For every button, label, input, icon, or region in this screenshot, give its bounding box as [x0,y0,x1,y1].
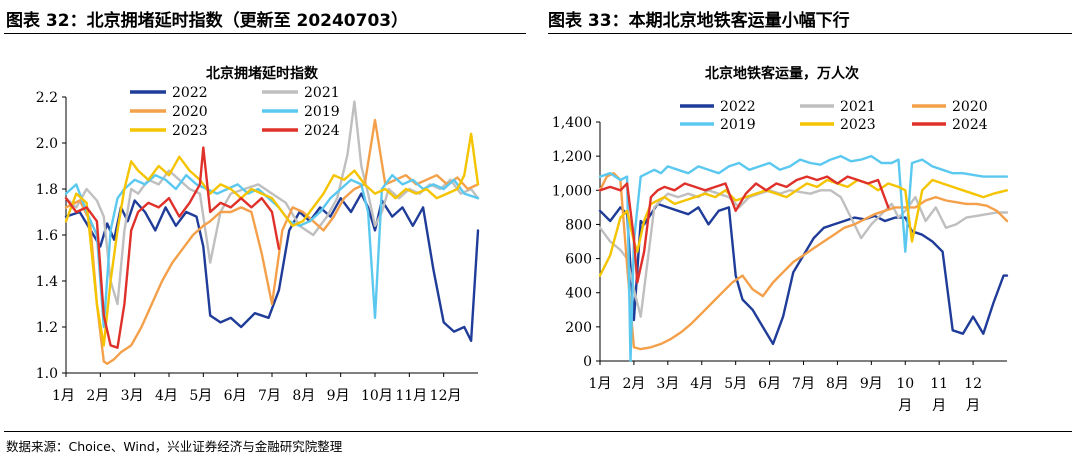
c2-y-tick-label-200: 200 [565,320,592,336]
c1-x-tick-label-11: 11月 [395,388,427,404]
c2-x-tick-label-2: 2月 [622,376,645,392]
c2-legend-label-2019: 2019 [720,117,756,133]
c2-x-tick-label-11: 11 月 [930,376,948,414]
c2-series-line-2024 [598,175,890,284]
c2-legend-label-2020: 2020 [952,99,988,115]
source-note: 数据来源：Choice、Wind，兴业证券经济与金融研究院整理 [6,439,343,454]
c2-x-tick-label-8: 8月 [826,376,849,392]
c1-title: 北京拥堵延时指数 [206,65,319,82]
c2-x-tick-label-4: 4月 [690,376,713,392]
c2-y-tick-label-0: 0 [583,354,592,370]
c2-legend-label-2023: 2023 [840,117,876,133]
c1-x-tick-label-6: 6月 [224,388,247,404]
c1-series-line-2024 [64,146,281,349]
c1-y-tick-label-1-0: 1.0 [36,366,58,382]
right-panel-heading: 图表 33：本期北京地铁客运量小幅下行 [548,11,850,31]
c2-legend-label-2022: 2022 [720,99,756,115]
c1-x-tick-label-9: 9月 [327,388,350,404]
c2-legend-label-2021: 2021 [840,99,876,115]
c2-y-tick-label-400: 400 [565,286,592,302]
c2-x-tick-label-6: 6月 [758,376,781,392]
c1-legend-label-2021: 2021 [304,85,340,101]
c2-series-line-2022 [598,202,1009,346]
c1-x-tick-label-10: 10月 [361,388,393,404]
c2-x-tick-label-12: 12 月 [964,376,982,414]
c1-series-line-2023 [64,132,480,347]
c1-legend-label-2023: 2023 [172,123,208,139]
c1-legend-label-2024: 2024 [304,123,340,139]
c1-x-tick-label-4: 4月 [155,388,178,404]
c2-series-line-2019 [598,154,1009,363]
c1-series-line-2021 [64,100,480,306]
c1-series-line-2022 [64,192,480,342]
c2-y-tick-label-800: 800 [565,217,592,233]
c1-y-tick-label-1-2: 1.2 [36,320,58,336]
c1-x-tick-label-2: 2月 [86,388,109,404]
c2-y-tick-label-1-000: 1,000 [552,183,592,199]
c2-x-tick-label-7: 7月 [792,376,815,392]
c1-y-tick-label-1-6: 1.6 [36,228,58,244]
c2-y-tick-label-600: 600 [565,252,592,268]
c1-x-tick-label-12: 12月 [430,388,462,404]
subway-ridership-chart: 北京地铁客运量，万人次 0 200 400 600 800 1,000 1,200 1,400 1… [552,65,1009,414]
c1-y-tick-label-2-2: 2.2 [36,90,58,106]
c1-legend-label-2020: 2020 [172,104,208,120]
left-panel-heading: 图表 32：北京拥堵延时指数（更新至 20240703） [6,11,409,31]
heading-rule-right [548,33,1072,34]
footer-rule [4,431,1072,432]
c1-legend-label-2022: 2022 [172,85,208,101]
c1-y-tick-label-1-4: 1.4 [36,274,58,290]
c1-x-tick-label-7: 7月 [258,388,281,404]
c1-x-tick-label-8: 8月 [292,388,315,404]
c1-legend-label-2019: 2019 [304,104,340,120]
c1-y-tick-label-2-0: 2.0 [36,136,58,152]
c2-y-tick-label-1-400: 1,400 [552,115,592,131]
heading-rule-left [4,33,526,34]
c2-x-tick-label-10: 10 月 [896,376,914,414]
c2-x-tick-label-3: 3月 [656,376,679,392]
c1-x-tick-label-1: 1月 [52,388,75,404]
c1-y-tick-label-1-8: 1.8 [36,182,58,198]
congestion-index-chart: 北京拥堵延时指数 1.0 1.2 1.4 1.6 1.8 2.0 2.2 1月 2月 3月 4月 5月 6… [36,65,480,404]
c2-x-tick-label-5: 5月 [724,376,747,392]
c1-x-tick-label-3: 3月 [121,388,144,404]
c2-legend-label-2024: 2024 [952,117,988,133]
c1-series-line-2020 [64,118,480,365]
c2-series-line-2020 [598,171,1009,351]
c1-x-tick-label-5: 5月 [189,388,212,404]
c2-x-tick-label-1: 1月 [589,376,612,392]
c2-x-tick-label-9: 9月 [860,376,883,392]
c2-title: 北京地铁客运量，万人次 [705,65,859,82]
c2-series-line-2023 [598,178,1009,277]
c2-y-tick-label-1-200: 1,200 [552,149,592,165]
